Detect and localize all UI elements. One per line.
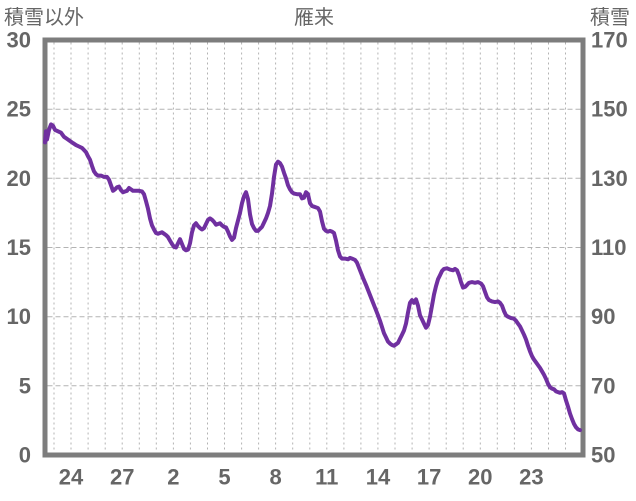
left-axis-title: 積雪以外 — [4, 7, 84, 29]
x-axis-tick-label: 11 — [315, 465, 338, 490]
right-axis-title: 積雪 — [590, 7, 630, 29]
y-axis-tick-label-left: 10 — [7, 304, 31, 329]
x-axis-tick-label: 24 — [59, 465, 84, 490]
y-axis-tick-label-right: 130 — [591, 166, 628, 191]
x-axis-tick-label: 14 — [366, 465, 391, 490]
y-axis-tick-label-left: 20 — [7, 166, 31, 191]
plot-border — [42, 37, 586, 458]
data-line — [43, 122, 582, 433]
y-axis-tick-label-left: 25 — [7, 97, 31, 122]
x-axis-tick-label: 20 — [468, 465, 492, 490]
chart-title: 雁来 — [294, 7, 334, 29]
y-axis-tick-label-left: 15 — [7, 235, 31, 260]
x-axis-tick-label: 2 — [167, 465, 179, 490]
y-axis-tick-label-right: 70 — [591, 373, 615, 398]
x-axis-tick-label: 8 — [270, 465, 282, 490]
x-axis-tick-label: 5 — [218, 465, 230, 490]
y-axis-tick-label-right: 50 — [591, 443, 615, 468]
y-axis-tick-label-right: 150 — [591, 97, 628, 122]
x-axis-tick-label: 23 — [519, 465, 543, 490]
y-axis-tick-label-left: 5 — [19, 373, 31, 398]
x-axis-tick-label: 27 — [110, 465, 134, 490]
y-axis-tick-label-left: 0 — [19, 443, 31, 468]
y-axis-tick-label-right: 170 — [591, 28, 628, 53]
x-axis-tick-label: 17 — [417, 465, 441, 490]
y-axis-tick-label-right: 110 — [591, 235, 627, 260]
y-axis-tick-label-right: 90 — [591, 304, 615, 329]
y-axis-tick-label-left: 30 — [7, 28, 31, 53]
